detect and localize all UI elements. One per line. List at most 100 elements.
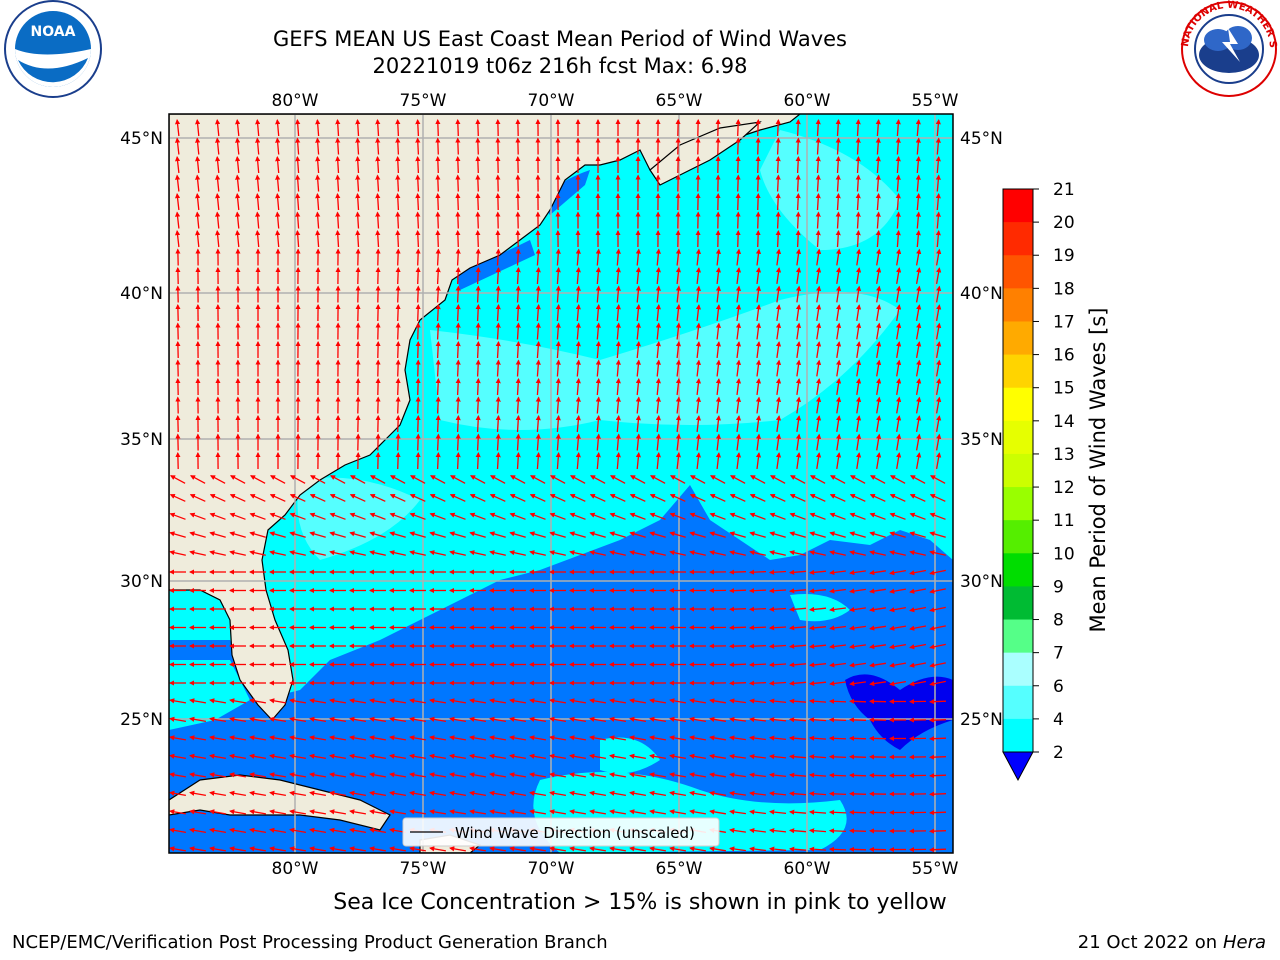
direction-arrow (768, 662, 787, 668)
direction-arrow (795, 229, 801, 248)
direction-arrow (329, 716, 347, 723)
direction-arrow (289, 698, 307, 704)
direction-arrow (375, 211, 381, 229)
direction-arrow (435, 377, 441, 396)
direction-arrow (449, 772, 467, 778)
direction-arrow (469, 550, 486, 556)
colorbar-tick-label: 15 (1053, 379, 1075, 399)
colorbar-tick-label: 14 (1053, 412, 1075, 432)
direction-arrow (728, 588, 747, 594)
direction-arrow (429, 475, 446, 484)
direction-arrow (455, 322, 461, 340)
direction-arrow (869, 475, 886, 484)
colorbar-segment (1003, 718, 1033, 753)
colorbar-tick-label: 11 (1053, 511, 1075, 531)
direction-arrow (389, 512, 406, 520)
direction-arrow (309, 698, 327, 704)
direction-arrow (929, 531, 946, 538)
direction-arrow (876, 267, 882, 285)
direction-arrow (189, 698, 207, 704)
direction-arrow (315, 211, 321, 229)
direction-arrow (595, 359, 601, 377)
direction-arrow (755, 378, 762, 395)
direction-arrow (675, 248, 682, 266)
direction-arrow (869, 588, 886, 594)
direction-arrow (309, 512, 326, 520)
direction-arrow (876, 452, 882, 470)
direction-arrow (329, 698, 347, 704)
direction-arrow (609, 475, 626, 484)
direction-arrow (755, 211, 761, 229)
direction-arrow (169, 550, 186, 556)
direction-arrow (635, 285, 641, 303)
direction-arrow (415, 377, 421, 396)
direction-arrow (535, 248, 541, 266)
direction-arrow (896, 341, 902, 359)
direction-arrow (669, 494, 686, 502)
direction-arrow (174, 118, 181, 137)
lat-label-left: 45°N (120, 129, 163, 149)
direction-arrow (935, 155, 941, 174)
direction-arrow (174, 137, 181, 155)
direction-arrow (695, 248, 702, 266)
direction-arrow (836, 396, 842, 414)
direction-arrow (415, 359, 421, 377)
direction-arrow (375, 118, 381, 137)
direction-arrow (529, 550, 546, 556)
direction-arrow (509, 772, 527, 778)
direction-arrow (789, 494, 806, 502)
ocean-6-8s-patch (297, 477, 420, 560)
direction-arrow (455, 229, 461, 248)
direction-arrow (689, 512, 706, 520)
direction-arrow (295, 229, 301, 248)
direction-arrow (215, 155, 221, 174)
direction-arrow (229, 475, 246, 484)
lat-label-right: 45°N (960, 129, 1003, 149)
direction-arrow (469, 753, 487, 760)
direction-arrow (489, 735, 507, 741)
colorbar-segment (1003, 487, 1033, 521)
colorbar-tick-label: 18 (1053, 279, 1075, 299)
direction-arrow (828, 717, 847, 723)
direction-arrow (755, 137, 761, 155)
direction-arrow (415, 451, 421, 470)
direction-arrow (775, 248, 782, 266)
direction-arrow (309, 716, 327, 723)
direction-arrow (808, 643, 827, 649)
direction-arrow (849, 643, 866, 650)
direction-arrow (715, 396, 722, 414)
direction-arrow (395, 451, 401, 470)
direction-arrow (635, 266, 641, 285)
direction-arrow (749, 698, 766, 704)
direction-arrow (795, 415, 802, 432)
direction-arrow (768, 588, 787, 594)
direction-arrow (808, 606, 827, 612)
colorbar-tick-label: 4 (1053, 710, 1064, 730)
direction-arrow (669, 698, 687, 704)
direction-arrow (295, 174, 301, 192)
direction-arrow (669, 531, 686, 538)
direction-arrow (635, 322, 641, 340)
direction-arrow (935, 452, 942, 470)
direction-arrow (329, 753, 347, 760)
direction-arrow (335, 174, 341, 192)
direction-arrow (896, 248, 902, 266)
direction-arrow (856, 433, 862, 451)
direction-arrow (409, 550, 426, 556)
direction-arrow (735, 174, 741, 192)
direction-arrow (876, 248, 882, 266)
direction-arrow (255, 118, 261, 137)
direction-arrow (689, 753, 707, 760)
direction-arrow (749, 494, 766, 502)
direction-arrow (249, 512, 266, 520)
direction-arrow (775, 415, 782, 432)
direction-arrow (735, 452, 742, 469)
direction-arrow (895, 155, 901, 174)
direction-arrow (335, 211, 341, 229)
direction-arrow (855, 229, 861, 248)
footer-machine: Hera (1222, 932, 1266, 953)
direction-arrow (209, 475, 226, 484)
direction-arrow (569, 512, 586, 520)
direction-arrow (728, 662, 747, 668)
direction-arrow (909, 512, 926, 520)
